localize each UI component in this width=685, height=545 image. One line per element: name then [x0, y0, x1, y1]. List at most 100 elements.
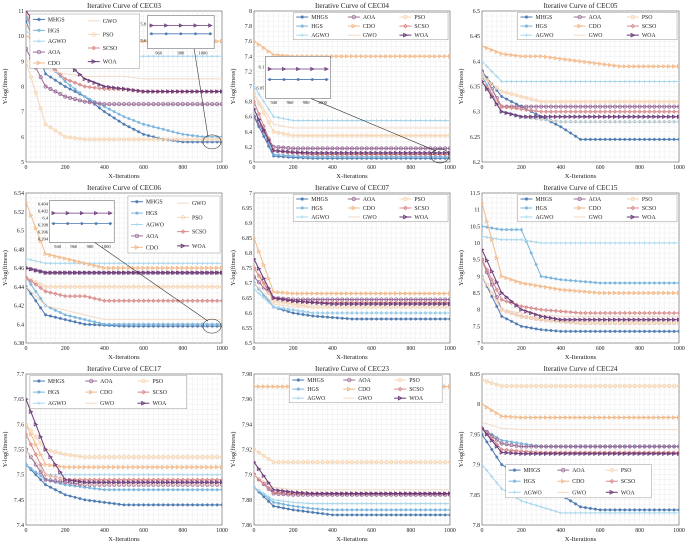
series-marker-woa [544, 314, 549, 320]
series-marker-mhgs [443, 317, 447, 321]
series-marker-hgs [186, 488, 190, 492]
series-marker-scso [499, 104, 504, 109]
series-marker-pso [433, 460, 438, 465]
series-marker-mhgs [374, 317, 379, 321]
series-marker-scso [578, 109, 583, 114]
series-marker-agwo [151, 473, 155, 477]
series-marker-mhgs [195, 324, 200, 328]
series-marker-pso [281, 131, 286, 136]
series-marker-mhgs [296, 508, 300, 513]
series-marker-aoa [310, 146, 315, 151]
series-marker-woa [548, 451, 554, 456]
series-marker-hgs [509, 228, 514, 232]
series-marker-pso [617, 384, 622, 389]
series-marker-agwo [529, 79, 533, 84]
series-marker-agwo [677, 511, 679, 515]
series-marker-scso [514, 106, 519, 111]
series-marker-mhgs [608, 137, 612, 141]
series-marker-agwo [142, 473, 146, 477]
series-marker-agwo [254, 287, 256, 291]
series-marker-agwo [335, 311, 339, 315]
series-marker-agwo [200, 54, 204, 58]
series-marker-scso [180, 298, 185, 303]
series-marker-cdo [205, 265, 210, 271]
series-marker-scso [524, 107, 529, 112]
series-marker-woa [58, 270, 63, 275]
series-marker-scso [107, 298, 112, 303]
series-marker-hgs [355, 508, 359, 512]
series-marker-mhgs [514, 322, 519, 326]
legend-label: MHGS [48, 379, 65, 385]
series-marker-aoa [26, 46, 28, 51]
series-marker-mhgs [325, 512, 330, 516]
legend-marker [577, 14, 582, 20]
series-marker-hgs [534, 263, 538, 267]
series-marker-mhgs [647, 329, 652, 333]
series-marker-agwo [68, 473, 72, 477]
series-marker-mhgs [404, 317, 408, 321]
series-marker-woa [364, 150, 370, 156]
series-marker-woa [301, 490, 306, 496]
series-marker-aoa [403, 146, 408, 151]
series-marker-hgs [389, 508, 393, 512]
series-marker-agwo [73, 473, 77, 477]
legend-label: AOA [146, 234, 159, 240]
series-marker-aoa [632, 444, 637, 449]
series-marker-pso [374, 460, 379, 465]
series-marker-cdo [166, 265, 171, 271]
legend-marker [300, 215, 304, 219]
series-marker-scso [573, 109, 578, 114]
series-marker-agwo [603, 79, 607, 84]
series-marker-woa [514, 113, 519, 118]
inset-marker-mhgs [179, 32, 183, 36]
series-marker-pso [389, 460, 394, 465]
series-marker-mhgs [73, 320, 77, 324]
legend-marker [300, 33, 304, 37]
y-tick-label: 6.2 [245, 145, 252, 151]
series-marker-pso [301, 460, 306, 465]
inset-frame [49, 200, 115, 243]
series-marker-cdo [379, 291, 384, 296]
series-marker-aoa [43, 477, 48, 482]
series-marker-pso [389, 133, 394, 138]
series-marker-agwo [539, 79, 543, 84]
series-marker-woa [433, 150, 438, 156]
series-marker-pso [534, 384, 539, 389]
y-tick-label: 6.44 [14, 285, 24, 291]
series-marker-hgs [122, 322, 126, 326]
series-marker-pso [573, 99, 578, 104]
y-tick-label: 6.65 [242, 296, 252, 302]
series-marker-pso [166, 137, 171, 142]
series-marker-cdo [320, 291, 326, 296]
series-marker-cdo [350, 291, 355, 296]
series-marker-pso [340, 460, 345, 465]
series-marker-cdo [175, 265, 181, 271]
series-marker-pso [146, 455, 151, 460]
series-marker-hgs [102, 322, 106, 326]
series-marker-pso [102, 137, 107, 142]
series-marker-cdo [598, 61, 603, 67]
series-marker-cdo [394, 54, 399, 59]
series-marker-woa [92, 270, 98, 275]
series-marker-pso [608, 384, 613, 389]
series-marker-cdo [43, 251, 49, 257]
series-marker-cdo [484, 219, 490, 224]
series-marker-woa [598, 451, 603, 456]
series-marker-aoa [428, 146, 433, 151]
series-marker-mhgs [44, 313, 48, 317]
series-marker-aoa [146, 102, 151, 107]
series-marker-agwo [296, 118, 300, 123]
series-marker-agwo [176, 54, 180, 58]
series-marker-hgs [176, 322, 180, 326]
legend-label: CDO [146, 245, 158, 251]
series-marker-pso [504, 309, 509, 314]
series-marker-mhgs [34, 299, 38, 303]
series-marker-woa [310, 300, 316, 305]
series-marker-woa [539, 451, 544, 456]
series-marker-mhgs [142, 132, 146, 136]
series-marker-mhgs [623, 508, 627, 512]
series-marker-agwo [360, 502, 364, 506]
series-marker-agwo [26, 447, 28, 452]
series-marker-scso [617, 109, 623, 114]
series-marker-pso [627, 320, 632, 325]
